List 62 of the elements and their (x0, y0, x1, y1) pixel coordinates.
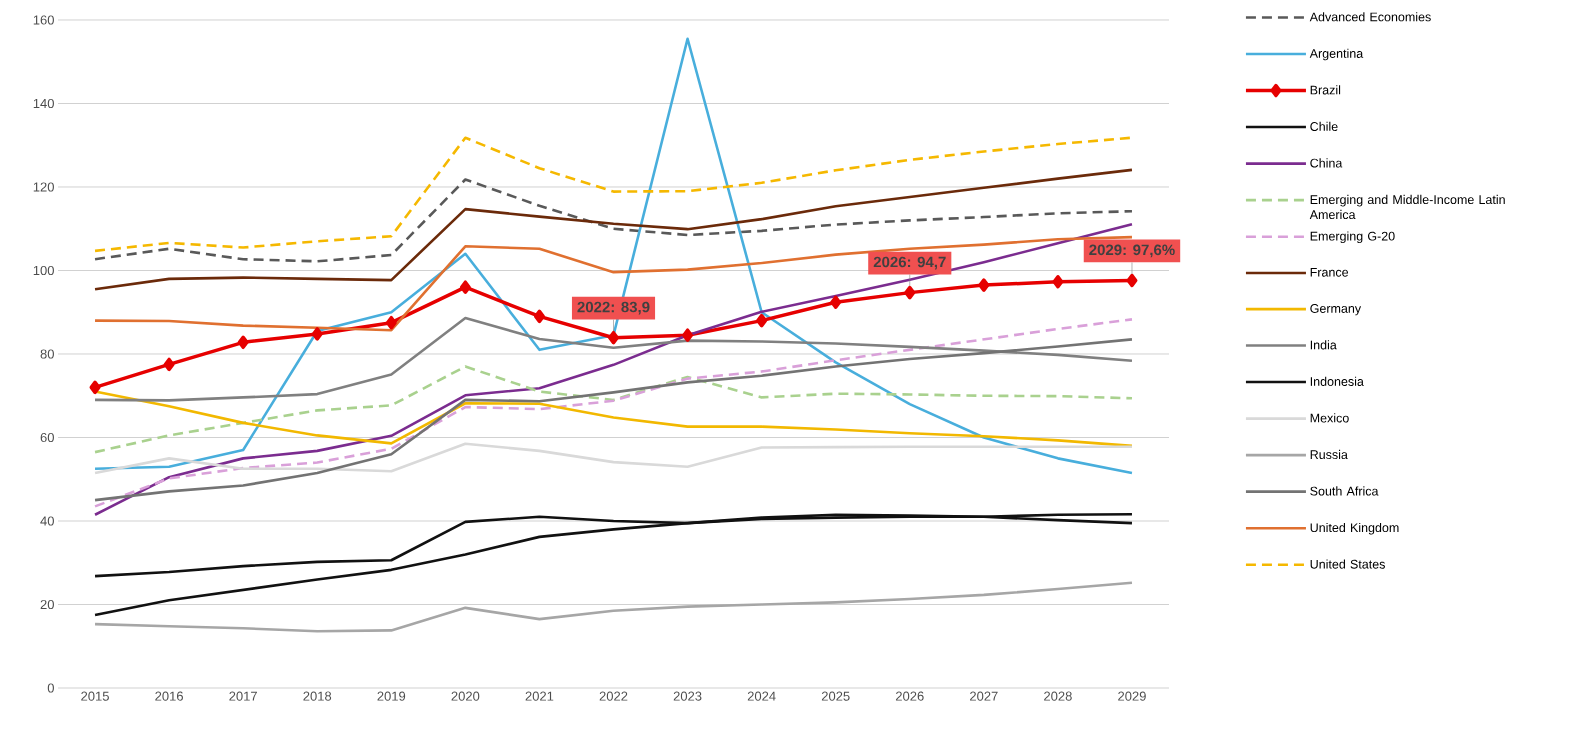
annotation: 2022: 83,9 (577, 301, 650, 315)
legend-label: Brazil (1310, 85, 1341, 95)
point (608, 330, 619, 345)
legend-label: Indonesia (1310, 376, 1364, 386)
legend-label: India (1310, 340, 1337, 350)
point (459, 280, 471, 294)
legend-label: Emerging and Middle-Income Latin America (1309, 194, 1505, 220)
line-series (93, 365, 1134, 454)
point (682, 328, 694, 342)
y-tick-label: 20 (40, 599, 54, 610)
x-tick-label: 2024 (747, 691, 776, 701)
legend-label: Chile (1310, 121, 1338, 131)
point (1126, 273, 1138, 288)
legend-label: Argentina (1309, 48, 1364, 61)
legend-label: South Africa (1310, 486, 1379, 496)
legend-label: China (1310, 158, 1343, 168)
legend-label: France (1310, 267, 1349, 277)
x-tick-label: 2017 (229, 691, 257, 701)
point (311, 327, 323, 341)
line-series (93, 581, 1134, 633)
point (978, 278, 990, 292)
legend-label: Advanced Economies (1309, 12, 1431, 22)
x-tick-label: 2023 (673, 691, 702, 701)
y-tick-label: 120 (33, 182, 54, 192)
point (89, 380, 101, 395)
legend-label: Mexico (1310, 413, 1349, 423)
point (904, 285, 916, 300)
annotation: 2026: 94,7 (873, 256, 946, 270)
line-series (93, 316, 1134, 402)
y-tick-label: 80 (40, 349, 54, 359)
x-tick-label: 2015 (81, 691, 109, 701)
x-tick-label: 2020 (451, 691, 480, 701)
annotation: 2029: 97,6% (1089, 244, 1175, 258)
legend-label: Russia (1310, 449, 1348, 460)
point (237, 335, 249, 350)
y-tick-label: 100 (33, 265, 54, 276)
x-tick-label: 2018 (303, 691, 332, 701)
y-tick-label: 140 (33, 98, 54, 109)
x-tick-label: 2025 (821, 691, 850, 701)
x-tick-label: 2022 (599, 691, 628, 701)
x-tick-label: 2016 (155, 691, 183, 701)
x-tick-label: 2021 (525, 691, 554, 701)
x-tick-label: 2029 (1118, 691, 1146, 701)
line-series (93, 222, 1134, 517)
point (830, 295, 842, 309)
legend-label: United Kingdom (1310, 522, 1399, 535)
legend-label: United States (1310, 559, 1385, 569)
legend-label: Emerging G-20 (1310, 231, 1395, 244)
y-tick-label: 0 (47, 683, 54, 693)
y-tick-label: 40 (40, 516, 54, 526)
point (385, 315, 397, 330)
y-tick-label: 60 (40, 432, 54, 443)
point (533, 309, 545, 324)
legend-label: Germany (1310, 304, 1362, 316)
y-tick-label: 160 (33, 15, 54, 25)
point (163, 357, 175, 372)
x-tick-label: 2019 (377, 691, 406, 701)
point (756, 313, 768, 328)
x-tick-label: 2027 (970, 691, 998, 701)
x-tick-label: 2026 (895, 691, 924, 701)
point (1052, 275, 1064, 289)
x-tick-label: 2028 (1044, 691, 1072, 701)
